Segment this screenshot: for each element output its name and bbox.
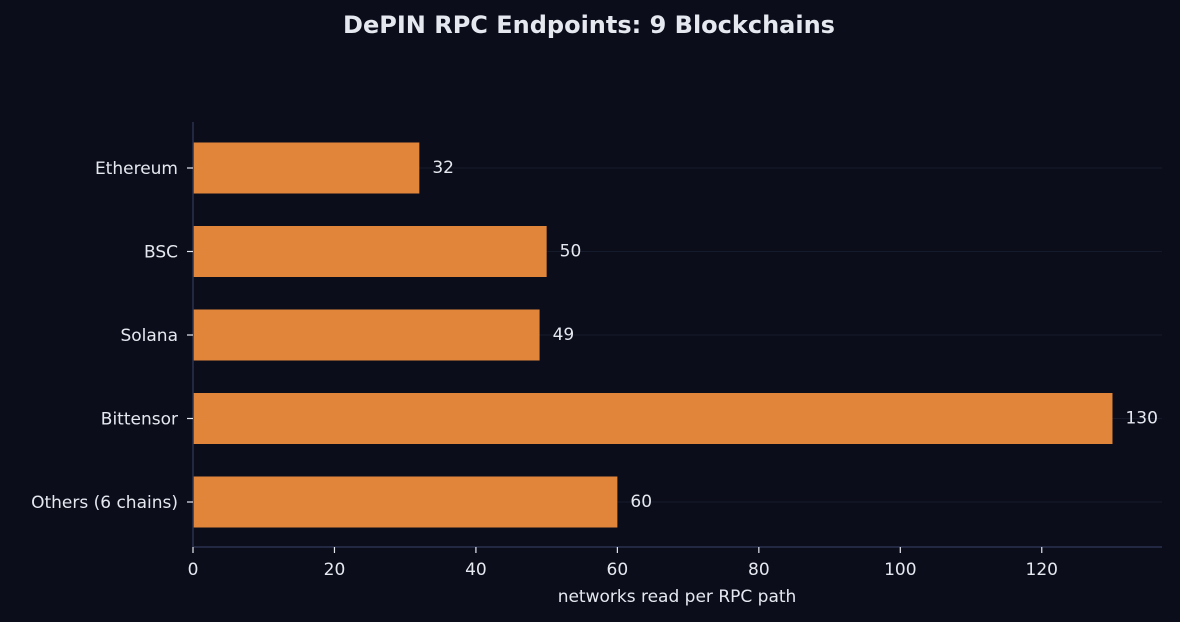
bar	[193, 226, 547, 277]
x-tick-label: 0	[188, 560, 199, 580]
bar-value-label: 50	[560, 242, 582, 262]
bar	[193, 142, 420, 194]
x-tick-label: 100	[884, 560, 916, 580]
x-tick-label: 40	[465, 560, 487, 580]
y-tick-label: Others (6 chains)	[31, 493, 178, 513]
y-axis: Ethereum BSC Solana Bittensor Others (6 chai…	[31, 122, 194, 547]
bar-value-label: 60	[630, 492, 652, 512]
x-tick-label: 80	[748, 560, 770, 580]
y-tick-label: Solana	[120, 326, 178, 346]
bar-value-label: 130	[1125, 409, 1157, 429]
x-tick-label: 60	[607, 560, 629, 580]
bar	[193, 393, 1113, 444]
x-axis: 0 20 40 60 80 100 120	[188, 546, 1162, 580]
x-tick-label: 20	[324, 560, 346, 580]
y-tick-label: Bittensor	[101, 410, 178, 430]
x-tick-label: 120	[1026, 560, 1058, 580]
bar-value-label: 49	[553, 325, 575, 345]
y-tick-label: BSC	[144, 243, 178, 263]
y-tick-label: Ethereum	[95, 159, 178, 179]
chart-title: DePIN RPC Endpoints: 9 Blockchains	[343, 11, 835, 39]
bar-value-label: 32	[432, 158, 454, 178]
bar	[193, 309, 540, 361]
x-axis-label: networks read per RPC path	[558, 587, 797, 607]
bar	[193, 476, 618, 528]
bars	[193, 142, 1113, 528]
value-labels: 32 50 49 130 60	[432, 158, 1158, 512]
